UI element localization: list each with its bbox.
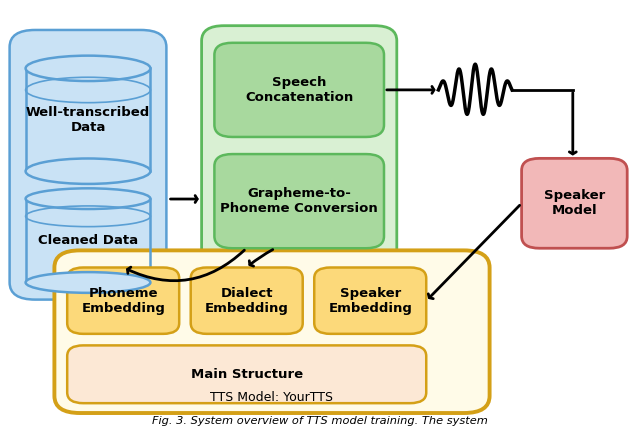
FancyBboxPatch shape: [202, 26, 397, 265]
Ellipse shape: [26, 188, 150, 209]
FancyBboxPatch shape: [67, 345, 426, 403]
Text: Speaker
Embedding: Speaker Embedding: [328, 287, 412, 315]
FancyBboxPatch shape: [214, 43, 384, 137]
Text: Grapheme-to-
Phoneme Conversion: Grapheme-to- Phoneme Conversion: [220, 187, 378, 215]
Text: Well-transcribed
Data: Well-transcribed Data: [26, 106, 150, 134]
Ellipse shape: [26, 272, 150, 293]
Text: Main Structure: Main Structure: [191, 368, 303, 381]
FancyBboxPatch shape: [191, 268, 303, 334]
Text: Cleaned Data: Cleaned Data: [38, 234, 138, 247]
Text: TTS Model: YourTTS: TTS Model: YourTTS: [211, 391, 333, 404]
Text: Dialect
Embedding: Dialect Embedding: [205, 287, 289, 315]
FancyBboxPatch shape: [54, 250, 490, 413]
FancyBboxPatch shape: [67, 268, 179, 334]
Text: Speech
Concatenation: Speech Concatenation: [245, 76, 353, 104]
Text: Phoneme
Embedding: Phoneme Embedding: [81, 287, 165, 315]
FancyBboxPatch shape: [522, 158, 627, 248]
FancyBboxPatch shape: [214, 154, 384, 248]
FancyBboxPatch shape: [10, 30, 166, 300]
Ellipse shape: [26, 158, 150, 184]
FancyBboxPatch shape: [314, 268, 426, 334]
FancyBboxPatch shape: [26, 68, 150, 171]
Ellipse shape: [26, 56, 150, 81]
FancyBboxPatch shape: [26, 199, 150, 282]
Text: Fig. 3. System overview of TTS model training. The system: Fig. 3. System overview of TTS model tra…: [152, 416, 488, 426]
Text: Speaker
Model: Speaker Model: [544, 189, 605, 217]
